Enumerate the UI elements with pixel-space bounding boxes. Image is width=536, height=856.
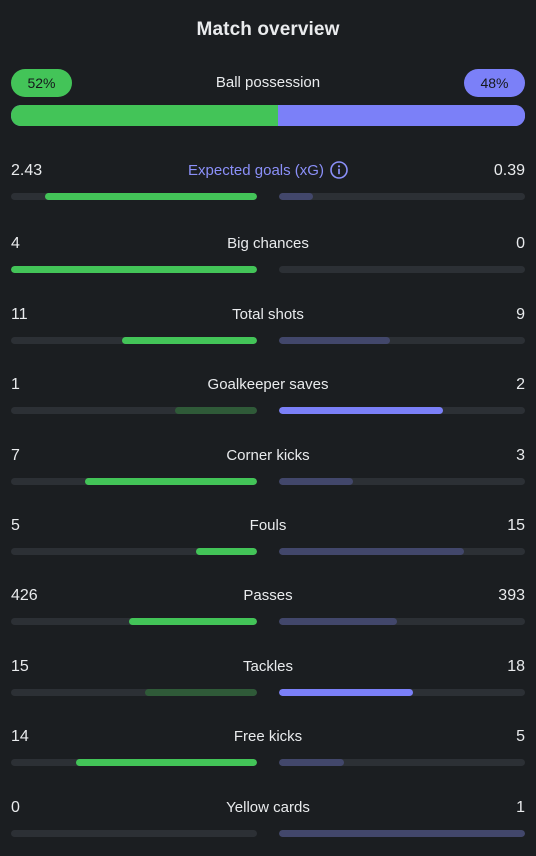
away-stat-bar [279,618,525,625]
away-stat-value: 0.39 [493,162,525,179]
home-possession-fill [11,105,279,126]
away-stat-bar [279,830,525,837]
home-stat-bar-fill [121,337,257,344]
stat-row: 11 Total shots 9 [11,303,525,353]
away-stat-bar [279,407,525,414]
home-stat-bar-fill [129,618,257,625]
away-stat-bar-fill [279,830,525,837]
home-stat-bar [11,759,257,766]
away-stat-bar [279,266,525,273]
stat-label-text: Expected goals (xG) [188,162,324,179]
stat-label-text: Big chances [227,235,309,252]
stat-label: Total shots [11,303,525,327]
stat-label: Yellow cards [11,796,525,820]
away-stat-value: 0 [516,235,525,252]
away-stat-bar-fill [279,407,443,414]
stat-label: Passes [11,584,525,608]
stat-row: 7 Corner kicks 3 [11,444,525,494]
home-stat-bar [11,830,257,837]
stat-label: Tackles [11,655,525,679]
home-stat-bar-fill [45,193,257,200]
stat-label-text: Total shots [232,306,304,323]
home-stat-bar-fill [84,478,257,485]
home-stat-bar-fill [75,759,257,766]
home-stat-bar [11,337,257,344]
away-stat-value: 1 [516,799,525,816]
stat-label-text: Free kicks [233,728,303,745]
home-stat-bar [11,193,257,200]
away-stat-bar [279,337,525,344]
home-possession-badge: 52% [11,69,72,97]
away-possession-badge: 48% [464,69,525,97]
home-stat-value: 5 [11,517,20,534]
away-stat-value: 3 [516,447,525,464]
stat-row: 5 Fouls 15 [11,514,525,564]
home-stat-bar-fill [195,548,257,555]
away-stat-bar-fill [279,759,344,766]
home-stat-value: 0 [11,799,20,816]
stat-label-text: Goalkeeper saves [207,376,329,393]
away-stat-value: 393 [498,587,525,604]
away-stat-bar-fill [279,478,353,485]
stat-label-text: Corner kicks [226,447,310,464]
away-stat-bar [279,689,525,696]
away-stat-bar-fill [279,193,314,200]
home-stat-bar [11,618,257,625]
stat-label-text: Passes [243,587,293,604]
home-stat-value: 426 [11,587,38,604]
stat-label-text: Tackles [242,658,294,675]
info-circle-icon[interactable] [330,161,348,179]
home-stat-bar [11,478,257,485]
home-stat-bar-fill [145,689,257,696]
stat-row: 1 Goalkeeper saves 2 [11,373,525,423]
stat-row: 426 Passes 393 [11,584,525,634]
home-stat-value: 1 [11,376,20,393]
away-stat-bar-fill [279,548,464,555]
ball-possession-label: Ball possession [215,74,321,91]
stat-label: Big chances [11,232,525,256]
stat-label-text: Fouls [249,517,287,534]
stat-row: 2.43 Expected goals (xG) 0.39 [11,159,525,209]
home-stat-bar [11,266,257,273]
stat-label: Free kicks [11,725,525,749]
page-title: Match overview [196,19,340,40]
home-stat-value: 15 [11,658,29,675]
ball-possession-header: 52% Ball possession 48% [11,69,525,97]
stat-label-text: Yellow cards [226,799,310,816]
away-possession-fill [278,105,525,126]
stat-row: 14 Free kicks 5 [11,725,525,775]
away-stat-value: 15 [507,517,525,534]
stat-row: 15 Tackles 18 [11,655,525,705]
away-stat-bar-fill [279,689,414,696]
home-stat-bar-fill [175,407,257,414]
stat-label[interactable]: Expected goals (xG) [11,159,525,183]
away-stat-bar [279,759,525,766]
away-stat-bar [279,548,525,555]
home-stat-value: 7 [11,447,20,464]
away-stat-bar [279,193,525,200]
away-stat-value: 9 [516,306,525,323]
stat-label: Fouls [11,514,525,538]
home-stat-bar [11,548,257,555]
stat-row: 4 Big chances 0 [11,232,525,282]
away-stat-value: 18 [507,658,525,675]
stat-row: 0 Yellow cards 1 [11,796,525,846]
away-stat-value: 5 [516,728,525,745]
home-stat-bar-fill [11,266,257,273]
home-stat-value: 4 [11,235,20,252]
home-stat-value: 11 [11,306,28,323]
home-stat-value: 2.43 [11,162,43,179]
ball-possession-bar [11,105,525,126]
away-stat-value: 2 [516,376,525,393]
home-stat-bar [11,407,257,414]
home-stat-bar [11,689,257,696]
home-stat-value: 14 [11,728,29,745]
stat-label: Corner kicks [11,444,525,468]
stat-label: Goalkeeper saves [11,373,525,397]
away-stat-bar [279,478,525,485]
away-stat-bar-fill [279,337,390,344]
away-stat-bar-fill [279,618,398,625]
